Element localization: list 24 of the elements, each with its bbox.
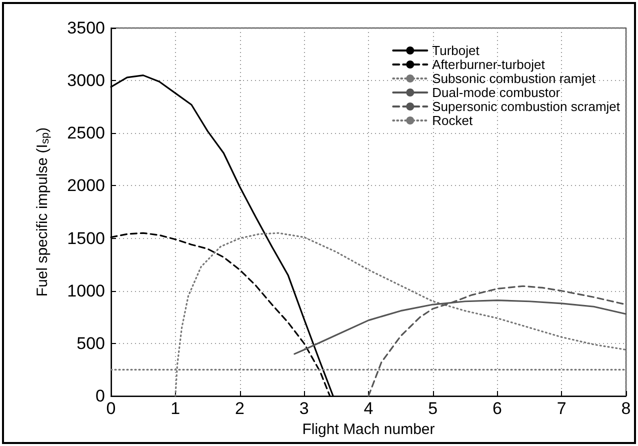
x-tick-label: 5: [428, 399, 438, 418]
y-tick-label: 1500: [67, 228, 105, 248]
y-tick-label: 0: [96, 386, 105, 406]
y-tick-label: 500: [76, 334, 105, 353]
y-tick-label: 3000: [67, 71, 105, 90]
x-tick-label: 4: [364, 399, 374, 418]
legend-label: Supersonic combustion scramjet: [432, 99, 620, 114]
x-tick-label: 2: [235, 399, 244, 418]
legend-label: Afterburner-turbojet: [432, 57, 546, 72]
x-tick-label: 6: [492, 399, 502, 418]
x-axis-title: Flight Mach number: [302, 421, 435, 438]
legend-label: Turbojet: [432, 43, 480, 58]
legend-label: Dual-mode combustor: [432, 85, 561, 100]
x-tick-label: 1: [170, 399, 180, 418]
y-tick-label: 3500: [67, 18, 105, 38]
x-tick-label: 8: [621, 399, 631, 418]
y-tick-label: 1000: [67, 281, 105, 300]
legend-label: Subsonic combustion ramjet: [432, 71, 596, 86]
y-tick-label: 2500: [67, 124, 105, 143]
x-tick-label: 7: [556, 399, 566, 418]
x-tick-label: 3: [299, 399, 309, 418]
legend-label: Rocket: [432, 113, 473, 128]
y-tick-label: 2000: [67, 176, 105, 196]
y-axis-title: Fuel specific impulse (Isp): [34, 127, 52, 297]
